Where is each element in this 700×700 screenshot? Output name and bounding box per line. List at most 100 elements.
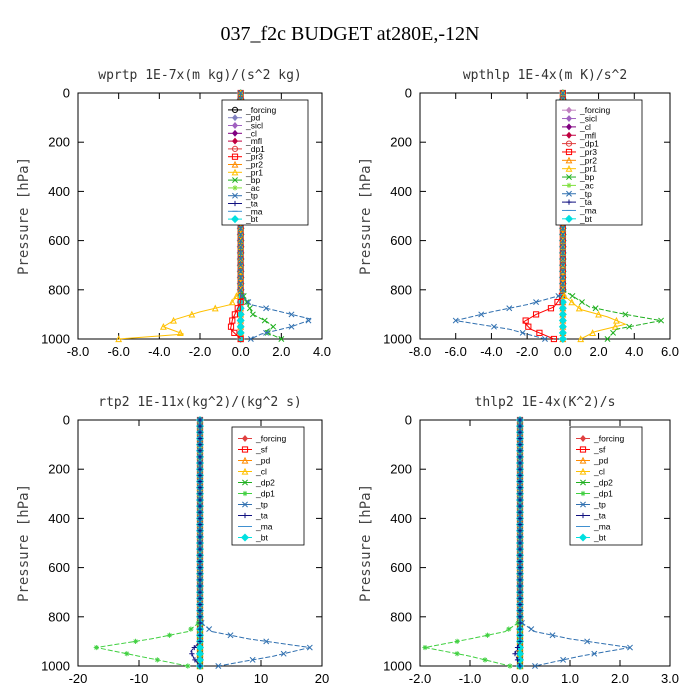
series-marker [159,322,167,330]
series-marker [237,335,244,343]
legend: _forcing_sf_pd_cl_dp2_dp1_tp_ta_ma_bt [231,426,305,546]
series-marker [243,299,250,306]
legend-marker [565,156,573,164]
series-marker [211,304,219,312]
x-tick-label: -20 [69,671,88,686]
x-tick-label: 0.0 [511,671,529,686]
legend-label: _pd [245,113,260,123]
legend-label: _dp1 [579,139,599,149]
series-dp1 [93,417,203,669]
legend-marker [232,185,238,191]
x-tick-label: 2.0 [611,671,629,686]
series-marker [575,304,583,312]
legend-label: _pd [255,456,270,466]
series-marker [517,515,523,521]
legend-marker [231,106,239,114]
series-marker [568,298,576,306]
series-marker [197,620,203,626]
legend-label: _bt [245,214,258,224]
figure-title: 037_f2c BUDGET at280E,-12N [220,23,479,45]
panel-3: rtp2 1E-11x(kg^2)/(kg^2 s) Pressure [hPa]… [16,395,329,686]
series-marker [491,323,497,330]
y-axis-label: Pressure [hPa] [16,484,32,602]
legend-marker [242,479,248,486]
series-marker [517,608,523,614]
series-marker [197,442,203,448]
x-tick-label: 2.0 [272,344,290,359]
legend-label: _dp1 [245,144,265,154]
legend-label: _mfl [579,130,596,140]
series-marker [247,336,254,342]
legend-label: _ac [245,183,260,193]
legend-label: _ta [245,199,258,209]
series-line [455,93,564,340]
series-marker [197,552,203,558]
x-tick-label: 20 [315,671,329,686]
series-marker [517,423,523,429]
legend-marker [231,160,239,168]
legend-label: _ma [579,205,597,215]
series-marker [240,292,247,299]
legend-label: _cl [245,128,257,138]
series-marker [517,571,523,577]
legend-marker [242,512,248,519]
legend-label: _pr3 [245,152,263,162]
series-marker [227,323,235,330]
legend-marker [232,122,238,129]
series-marker [197,534,203,540]
legend-marker [566,182,572,188]
series-marker [507,663,513,669]
series-marker [237,256,244,263]
series-marker [197,491,203,497]
series-marker [188,310,196,318]
series-marker [517,485,523,491]
series-marker [559,262,566,269]
legend-marker [232,129,238,137]
series-marker [124,651,130,657]
series-marker [512,651,518,657]
series-marker [197,417,203,423]
legend-marker [241,456,249,464]
series-marker [559,268,566,275]
series-marker [238,292,245,299]
series-marker [622,311,629,318]
series-marker [517,614,523,620]
x-tick-label: 1.0 [561,671,579,686]
legend-label: _bp [579,172,594,182]
series-marker [237,237,244,244]
series-marker [197,608,203,614]
series-marker [517,435,523,442]
series-marker [550,335,558,343]
series-marker [517,546,523,552]
series-marker [237,268,244,275]
series-marker [514,644,521,651]
series-marker [627,644,633,651]
series-marker [595,310,602,318]
series-marker [197,571,203,577]
y-tick-label: 600 [390,233,412,248]
legend-label: _bt [255,533,268,543]
series-marker [517,521,523,528]
legend-label: _ta [255,511,268,521]
series-marker [517,552,523,558]
legend-marker [242,501,248,508]
plot-frame [419,419,671,667]
y-tick-label: 400 [390,511,412,526]
series-marker [559,243,566,250]
legend-marker [242,435,248,442]
series-marker [613,316,620,324]
series-marker [517,601,523,608]
series-ta [512,417,523,669]
series-marker [197,466,203,472]
series-marker [517,589,523,595]
legend-label: _forcing [245,105,277,115]
series-marker [517,565,523,571]
series-marker [525,323,532,330]
y-tick-label: 1000 [383,332,412,347]
series-marker [658,317,665,324]
series-marker [197,497,203,503]
series-tp [452,90,566,342]
legend-label: _tp [593,500,606,510]
series-marker [237,225,244,232]
